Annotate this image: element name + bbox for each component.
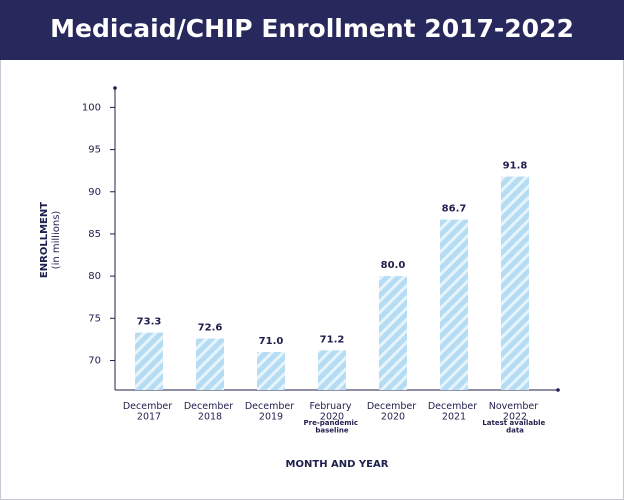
x-tick-label: December 2020 <box>367 401 419 422</box>
y-tick-label: 80 <box>88 271 101 282</box>
y-axis-label: ENROLLMENT <box>39 202 50 278</box>
value-label: 71.0 <box>259 336 284 347</box>
bar <box>135 332 163 390</box>
y-tick-label: 70 <box>88 355 101 366</box>
y-tick-label: 95 <box>88 145 101 156</box>
value-label: 72.6 <box>198 323 223 334</box>
value-label: 80.0 <box>381 260 406 271</box>
x-tick-label: December 2017 <box>123 401 175 422</box>
x-tick-label: December 2018 <box>184 401 236 422</box>
axis-end <box>113 86 117 90</box>
y-tick-label: 75 <box>88 313 101 324</box>
header <box>0 0 624 60</box>
x-tick-label: February 2020 <box>309 401 354 422</box>
x-axis-label: MONTH AND YEAR <box>286 459 389 470</box>
bar <box>440 219 468 390</box>
value-label: 71.2 <box>320 334 345 345</box>
y-tick-label: 85 <box>88 229 101 240</box>
value-label: 91.8 <box>503 161 528 172</box>
x-tick-label: December 2019 <box>245 401 297 422</box>
y-tick-label: 90 <box>88 187 101 198</box>
category-note: Latest available data <box>482 419 547 435</box>
bar <box>196 338 224 390</box>
x-tick-label: December 2021 <box>428 401 480 422</box>
chart-title: Medicaid/CHIP Enrollment 2017-2022 <box>50 14 574 43</box>
axis-end <box>556 388 560 392</box>
value-label: 86.7 <box>442 204 467 215</box>
y-tick-label: 100 <box>82 102 101 113</box>
bar <box>501 176 529 390</box>
y-axis-sublabel: (in millions) <box>51 211 62 270</box>
x-tick-label: November 2022 <box>489 401 541 422</box>
category-note: Pre-pandemic baseline <box>304 419 361 435</box>
bar <box>318 350 346 390</box>
bar <box>257 352 285 390</box>
bar <box>379 276 407 390</box>
value-label: 73.3 <box>137 317 162 328</box>
